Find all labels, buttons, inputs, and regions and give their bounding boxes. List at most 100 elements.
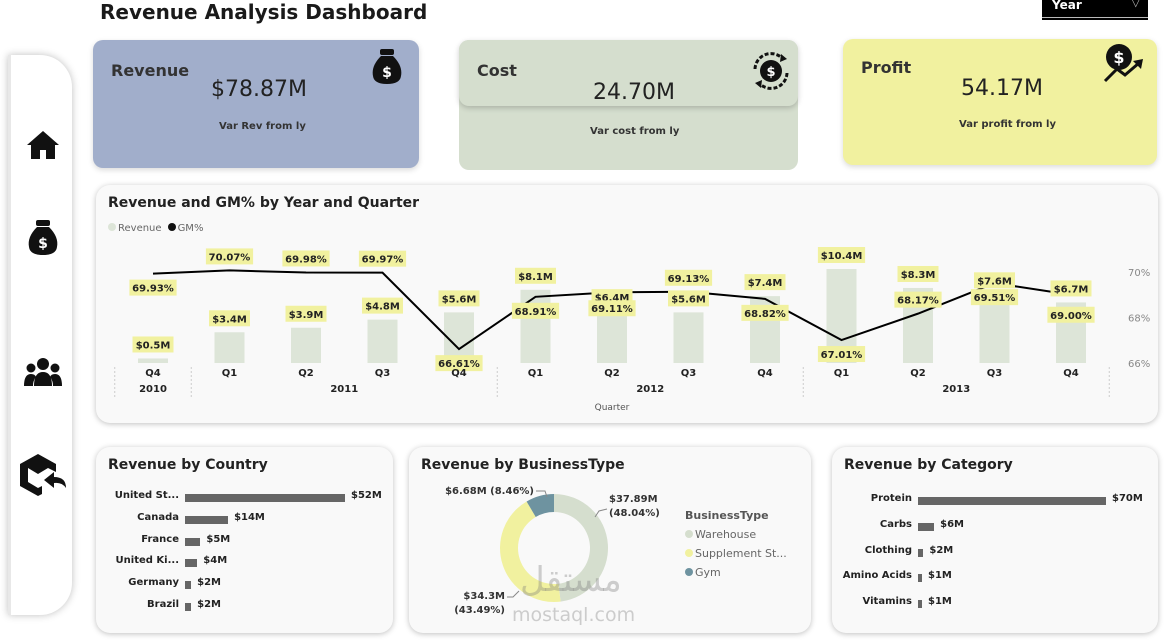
bar[interactable] [185,559,198,568]
svg-text:69.13%: 69.13% [668,274,710,285]
svg-text:$3.9M: $3.9M [289,310,324,321]
donut-label-warehouse-value: $37.89M [609,494,658,505]
bar-category-label: United Ki... [115,555,179,567]
svg-text:$: $ [38,236,48,252]
donut-label-gym: $6.68M (8.46%) [445,486,534,497]
svg-text:$8.1M: $8.1M [518,272,553,283]
legend-item-supplement[interactable]: Supplement St... [685,547,787,560]
x-tick-label: Q2 [298,368,314,379]
revenue-kpi-label: Revenue [111,61,190,80]
bar-category-label: Vitamins [862,596,912,608]
revenue-bar[interactable] [138,358,168,363]
bar[interactable] [918,497,1106,505]
bar-value-label: $5M [206,533,231,545]
chevron-down-icon[interactable]: ▽ [1131,0,1140,9]
svg-text:69.93%: 69.93% [132,284,174,295]
legend-item-warehouse[interactable]: Warehouse [685,528,787,541]
revenue-data-label: $5.6M [668,290,709,307]
svg-text:66.61%: 66.61% [438,359,480,370]
home-icon[interactable] [23,125,63,165]
gm-data-label: 68.91% [511,302,560,319]
bar[interactable] [185,515,229,524]
bar[interactable] [918,574,922,583]
svg-text:$5.6M: $5.6M [671,294,706,305]
bar-row[interactable]: Brazil $2M [96,599,393,615]
bar[interactable] [185,581,192,590]
back-arrow-icon[interactable] [18,450,68,500]
legend-gym-label: Gym [695,566,721,579]
bar[interactable] [185,603,192,611]
bar[interactable] [918,548,924,557]
donut-label-supplement-value: $34.3M [463,591,505,602]
x-tick-label: Q4 [757,368,773,379]
svg-text:$8.3M: $8.3M [901,270,936,281]
gm-data-label: 67.01% [817,346,866,363]
bar-row[interactable]: Germany $2M [96,577,393,593]
revenue-bar[interactable] [214,332,245,363]
bar-row[interactable]: France $5M [96,534,393,550]
svg-text:68.82%: 68.82% [744,309,786,320]
legend-item-gym[interactable]: Gym [685,566,787,579]
revenue-bar[interactable] [367,319,398,363]
x-tick-label: Q2 [604,368,620,379]
cost-kpi-variance: Var cost from ly [590,126,680,137]
users-icon[interactable] [23,352,63,392]
revenue-bar[interactable] [673,312,704,363]
donut-slice[interactable] [526,494,554,517]
revenue-data-label: $10.4M [817,247,866,263]
revenue-bar[interactable] [979,294,1010,363]
money-bag-icon[interactable]: $ [23,217,63,257]
x-tick-label: Q3 [681,368,697,379]
bar-category-label: Amino Acids [842,570,912,582]
bar-value-label: $6M [940,518,964,530]
donut-slice[interactable] [500,501,561,602]
y2-tick-label: 70% [1128,268,1150,279]
svg-text:69.51%: 69.51% [974,293,1016,304]
donut-slice[interactable] [554,494,609,602]
svg-text:$0.5M: $0.5M [136,340,171,351]
watermark-arabic: مستقل [520,560,622,600]
revenue-bar[interactable] [444,312,474,363]
bar-row[interactable]: Canada $14M [96,512,393,528]
bar[interactable] [185,494,345,502]
x-tick-label: Q3 [987,368,1003,379]
profit-kpi-label: Profit [861,58,912,77]
profit-kpi-card: Profit 54.17M Var profit from ly $ [843,39,1157,165]
bar-value-label: $52M [351,490,382,501]
bar[interactable] [918,522,935,531]
category-chart-title: Revenue by Category [844,457,1013,473]
revenue-data-label: $5.6M [438,290,480,307]
revenue-data-label: $3.4M [209,310,250,327]
gm-data-label: 69.97% [358,250,407,267]
donut-label-warehouse-percent: (48.04%) [609,508,660,519]
revenue-bar[interactable] [520,289,551,363]
gm-data-label: 69.13% [664,269,713,286]
revenue-data-label: $8.3M [897,265,939,282]
gm-data-label: 69.98% [282,250,330,267]
bar-category-label: France [141,533,179,545]
category-chart-card: Revenue by Category Protein $70M Carbs $6M C… [832,447,1158,633]
revenue-data-label: $8.1M [515,267,556,284]
svg-text:$6.4M: $6.4M [595,293,630,304]
year-slicer[interactable]: Year ▽ [1042,0,1148,20]
businesstype-legend-title: BusinessType [685,509,769,522]
legend-revenue: Revenue [118,223,162,234]
gm-data-label: 69.11% [588,300,636,317]
bar-row[interactable]: Carbs $6M [832,519,1158,535]
legend-gm: GM% [177,223,204,234]
bar-row[interactable]: Vitamins $1M [832,596,1158,612]
bar-row[interactable]: Amino Acids $1M [832,570,1158,586]
bar-row[interactable]: United Ki... $4M [96,555,393,571]
bar-row[interactable]: Clothing $2M [832,545,1158,561]
gm-data-label: 69.00% [1047,306,1095,323]
bar-row[interactable]: United St... $52M [96,490,393,506]
bar[interactable] [918,600,922,609]
bar-row[interactable]: Protein $70M [832,493,1158,509]
svg-text:67.01%: 67.01% [821,350,863,361]
x-axis-title: Quarter [595,403,630,413]
bar-value-label: $2M [929,544,954,556]
dollar-cycle-icon: $ [753,52,789,90]
revenue-bar[interactable] [291,327,321,363]
watermark-url: mostaql.com [512,604,636,626]
bar[interactable] [185,537,201,546]
